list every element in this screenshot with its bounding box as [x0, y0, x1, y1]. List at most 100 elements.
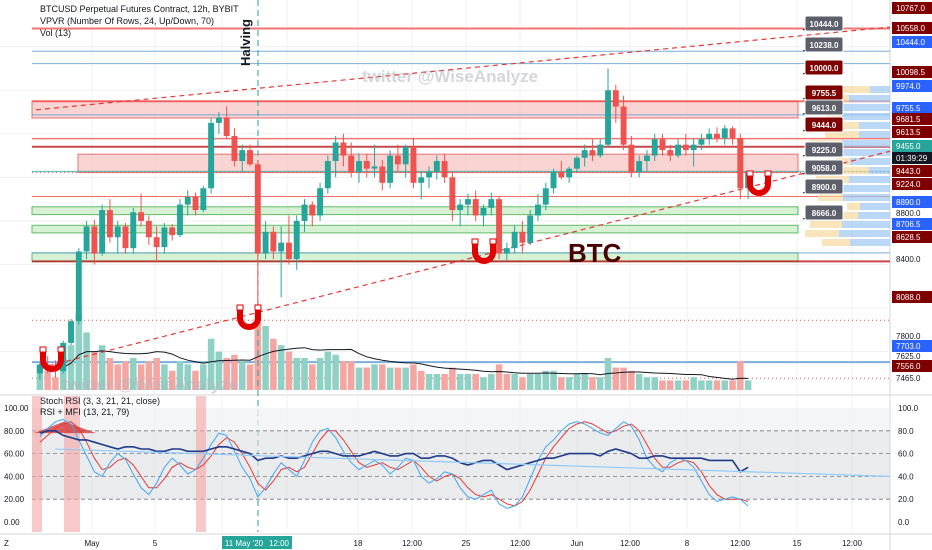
candle-body	[340, 142, 347, 156]
candle-body	[215, 117, 222, 123]
magnet-icon	[236, 304, 262, 330]
candle-body	[363, 161, 370, 169]
price-tag-text: 8706.5	[896, 220, 921, 229]
price-tag-text: 10558.0	[896, 24, 925, 33]
vpvr-bar-up	[842, 113, 890, 120]
volume-bar	[277, 345, 285, 390]
candle-body	[605, 90, 611, 145]
time-tick: 15	[793, 539, 802, 548]
price-tick: 7465.0	[896, 374, 921, 383]
volume-bar	[659, 380, 666, 390]
price-tag	[892, 360, 932, 372]
vpvr-bar-up	[842, 140, 890, 147]
volume-bar	[98, 345, 106, 390]
volume-bar	[628, 370, 635, 390]
volume-bar	[347, 361, 355, 390]
volume-bar	[215, 351, 223, 390]
volume-bar	[674, 380, 682, 390]
vpvr-bar-down	[847, 203, 860, 210]
volume-bar	[59, 358, 67, 390]
callout-box	[804, 204, 844, 221]
candle-body	[114, 226, 121, 238]
date-tag-text: 12:00	[269, 539, 290, 548]
volume-bar	[417, 370, 425, 390]
candle-body	[433, 161, 440, 172]
rsi-line	[39, 430, 749, 473]
candle-body	[83, 226, 90, 252]
vpvr-bar-up	[839, 149, 890, 156]
volume-bar	[721, 380, 729, 390]
price-tag	[892, 165, 932, 177]
candle-body	[223, 117, 230, 136]
volume-bar	[200, 364, 207, 390]
candle-body	[278, 242, 285, 252]
volume-bar	[340, 361, 347, 390]
volume-bar	[114, 364, 121, 390]
candle-body	[106, 210, 113, 238]
rsi-tick-right: 100.0	[898, 404, 919, 413]
volume-bar	[495, 364, 503, 390]
candle-body	[99, 210, 106, 254]
magnet-arc	[747, 175, 771, 196]
candle-body	[402, 146, 409, 165]
rsi-tick-left: 60.00	[4, 450, 25, 459]
magnet-tip	[764, 170, 772, 177]
overbought-highlight	[32, 396, 42, 532]
candle-body	[535, 204, 541, 216]
volume-bar	[503, 374, 511, 390]
rsi-band	[32, 430, 890, 500]
callout-box	[804, 116, 844, 133]
volume-bar	[309, 364, 316, 390]
volume-bar	[456, 374, 464, 390]
volume-bar	[246, 364, 254, 390]
callout-box	[804, 59, 844, 76]
candle-body	[636, 161, 643, 172]
candlesticks[interactable]	[36, 68, 752, 380]
candle-body	[262, 231, 269, 254]
volume-bar	[145, 361, 153, 390]
stoch-rsi-panel[interactable]	[32, 396, 891, 532]
candle-body	[317, 188, 324, 216]
price-tag	[892, 231, 932, 243]
candle-body	[659, 139, 666, 151]
callout-text: 9058.0	[812, 164, 837, 173]
callout-text: 9613.0	[812, 104, 837, 113]
candle-body	[200, 188, 207, 211]
candle-body	[293, 220, 300, 260]
btc-label: BTC	[568, 238, 622, 268]
volume-bar	[91, 351, 98, 390]
candle-body	[503, 248, 510, 254]
candle-body	[690, 144, 697, 151]
volume-bar	[612, 367, 620, 390]
vpvr-bar-up	[869, 167, 890, 174]
time-tick: 25	[462, 539, 471, 548]
volume-bar	[620, 367, 627, 390]
magnet-icon	[39, 346, 65, 372]
price-tag-text: 10767.0	[896, 4, 925, 13]
candle-body	[519, 231, 526, 243]
vpvr-bar-down	[805, 230, 839, 237]
price-tag	[892, 340, 932, 352]
volume-bar	[285, 351, 293, 390]
price-tag-text: 7703.0	[896, 342, 921, 351]
price-tag-text: 10444.0	[896, 38, 925, 47]
price-tick: 8400.0	[896, 255, 921, 264]
time-tick: Z	[4, 539, 9, 548]
volume-bar	[355, 367, 363, 390]
volume-bar	[705, 380, 713, 390]
vpvr-bar-down	[822, 239, 850, 246]
volume-bar	[130, 358, 137, 390]
volume-bar	[744, 380, 752, 390]
candle-body	[161, 227, 168, 248]
rsi-tick-left: 0.00	[4, 518, 20, 527]
magnet-arc	[40, 351, 64, 372]
candle-body	[184, 196, 191, 205]
chart-title: BTCUSD Perpetual Futures Contract, 12h, …	[40, 4, 239, 14]
candle-body	[511, 231, 518, 249]
time-tick: 12:00	[730, 539, 751, 548]
volume-bars	[36, 313, 752, 390]
overbought-highlight	[196, 396, 206, 532]
volume-bar	[643, 377, 651, 390]
candle-body	[91, 226, 98, 254]
